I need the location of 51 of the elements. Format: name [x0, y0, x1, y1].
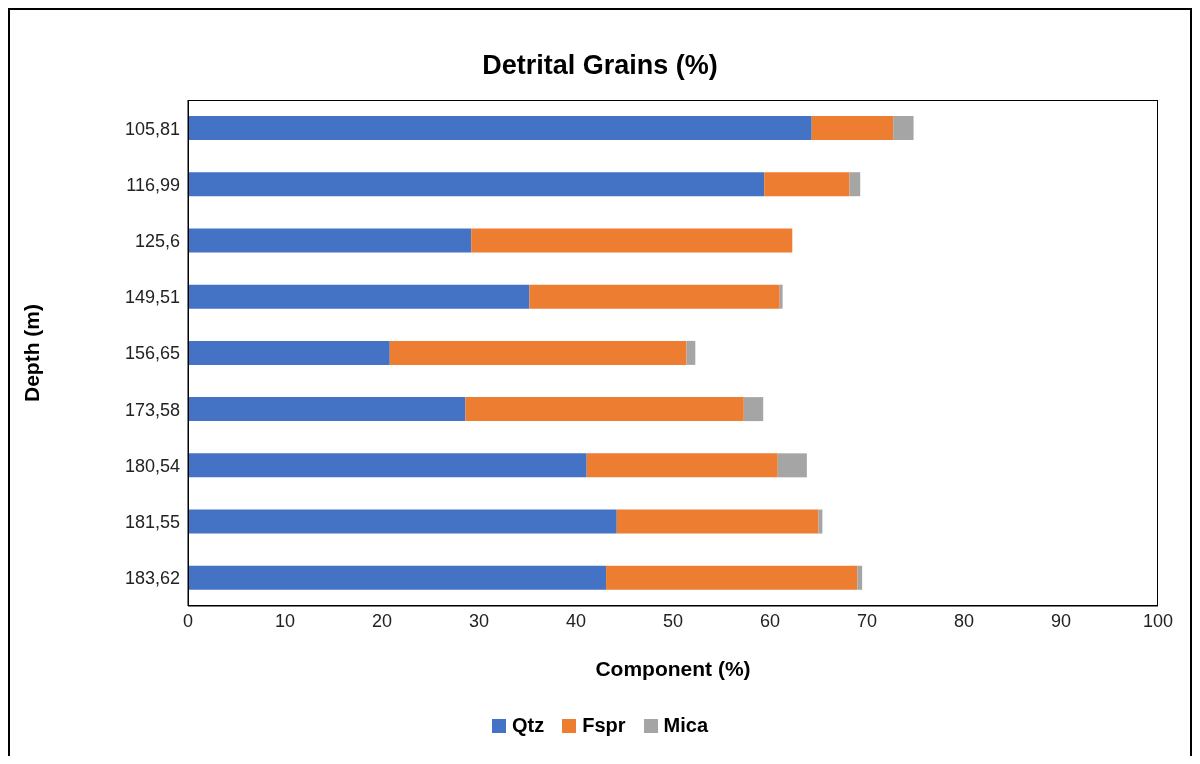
bar: [389, 340, 687, 365]
x-tick-label: 20: [371, 610, 393, 631]
bar: [686, 340, 696, 365]
legend-label: Qtz: [511, 714, 545, 737]
legend-label: Mica: [663, 714, 709, 737]
y-tick-label: 116,99: [126, 174, 180, 195]
y-tick-label: 125,6: [134, 230, 180, 251]
x-tick-label: 50: [662, 610, 684, 631]
x-tick-label: 90: [1050, 610, 1072, 631]
y-tick-label: 105,81: [124, 118, 180, 139]
x-tick-label: 60: [759, 610, 781, 631]
x-tick-label: 0: [182, 610, 194, 631]
y-tick-label: 149,51: [124, 287, 180, 308]
bar: [188, 228, 472, 253]
bar: [893, 116, 914, 140]
bar: [616, 509, 819, 534]
bar: [188, 340, 390, 365]
bar: [849, 172, 861, 197]
bar: [188, 509, 617, 534]
bar: [471, 228, 793, 253]
bar: [586, 453, 778, 478]
bar: [188, 284, 530, 309]
legend-label: Fspr: [582, 714, 626, 737]
bar: [188, 453, 587, 478]
bar: [529, 284, 780, 309]
bar: [465, 397, 744, 422]
bar: [811, 116, 894, 140]
bar: [188, 172, 765, 197]
y-tick-label: 180,54: [124, 455, 180, 476]
y-tick-label: 173,58: [124, 399, 180, 420]
y-axis-title: Depth (m): [20, 304, 44, 402]
bar: [188, 116, 812, 140]
chart-title: Detrital Grains (%): [481, 50, 719, 81]
y-tick-label: 183,62: [124, 568, 180, 589]
x-axis-title: Component (%): [595, 657, 751, 680]
bar: [606, 565, 858, 590]
bar: [188, 397, 466, 422]
x-tick-label: 10: [274, 610, 296, 631]
bar: [779, 284, 783, 309]
y-tick-label: 156,65: [124, 343, 180, 364]
x-tick-label: 40: [565, 610, 587, 631]
y-tick-label: 181,55: [124, 512, 180, 533]
bar: [777, 453, 807, 478]
bar: [743, 397, 764, 422]
x-tick-label: 70: [856, 610, 878, 631]
bar: [764, 172, 850, 197]
x-tick-label: 30: [468, 610, 490, 631]
bar: [188, 565, 607, 590]
bar: [857, 565, 863, 590]
x-tick-label: 80: [953, 610, 975, 631]
x-tick-label: 100: [1142, 610, 1174, 631]
